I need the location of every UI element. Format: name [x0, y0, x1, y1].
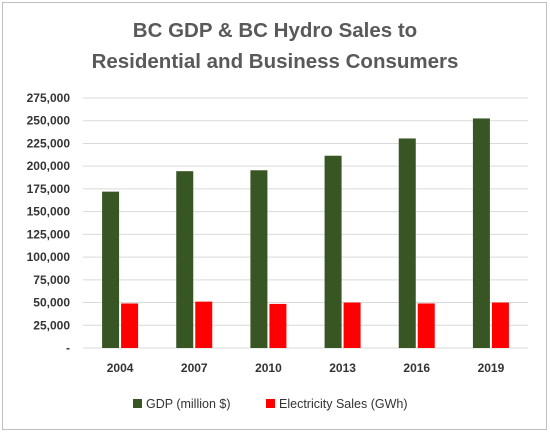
y-tick-label: 125,000 — [27, 227, 71, 241]
x-tick-label: 2004 — [107, 361, 134, 375]
electricity-bar — [491, 302, 509, 348]
electricity-bar — [121, 303, 139, 348]
y-tick-label: 100,000 — [27, 250, 71, 264]
x-tick-label: 2010 — [255, 361, 282, 375]
legend-electricity-label: Electricity Sales (GWh) — [279, 397, 408, 411]
y-tick-label: 175,000 — [27, 182, 71, 196]
y-tick-label: 275,000 — [27, 91, 71, 105]
x-tick-label: 2019 — [478, 361, 505, 375]
legend-gdp-label: GDP (million $) — [146, 397, 231, 411]
x-axis: 2004 2007 2010 2013 2016 2019 — [107, 361, 505, 375]
y-tick-label: - — [66, 341, 70, 355]
y-tick-label: 200,000 — [27, 159, 71, 173]
bars — [102, 118, 509, 348]
electricity-bar — [343, 302, 361, 348]
chart-frame — [2, 2, 547, 430]
gdp-bar — [102, 191, 120, 348]
y-axis: - 25,000 50,000 75,000 100,000 125,000 150,000… — [27, 91, 71, 355]
electricity-bar — [269, 303, 287, 348]
y-tick-label: 25,000 — [33, 318, 70, 332]
gdp-bar — [176, 171, 194, 348]
gridlines — [83, 97, 528, 349]
x-tick-label: 2013 — [329, 361, 356, 375]
chart-title-line-1: BC GDP & BC Hydro Sales to — [132, 19, 418, 42]
gdp-bar — [250, 170, 268, 348]
gdp-bar — [398, 138, 416, 348]
legend-electricity-swatch — [266, 399, 275, 408]
y-tick-label: 50,000 — [33, 296, 70, 310]
chart-title: BC GDP & BC Hydro Sales to Residential a… — [0, 15, 550, 77]
electricity-bar — [195, 301, 213, 348]
x-tick-label: 2007 — [181, 361, 208, 375]
gdp-bar — [324, 155, 342, 348]
y-tick-label: 150,000 — [27, 205, 71, 219]
legend-gdp-swatch — [133, 399, 142, 408]
chart-title-line-2: Residential and Business Consumers — [91, 50, 459, 73]
electricity-bar — [417, 303, 435, 348]
gdp-bar — [472, 118, 490, 348]
y-tick-label: 75,000 — [33, 273, 70, 287]
legend: GDP (million $) Electricity Sales (GWh) — [133, 397, 408, 411]
y-tick-label: 225,000 — [27, 136, 71, 150]
y-tick-label: 250,000 — [27, 114, 71, 128]
x-tick-label: 2016 — [403, 361, 430, 375]
